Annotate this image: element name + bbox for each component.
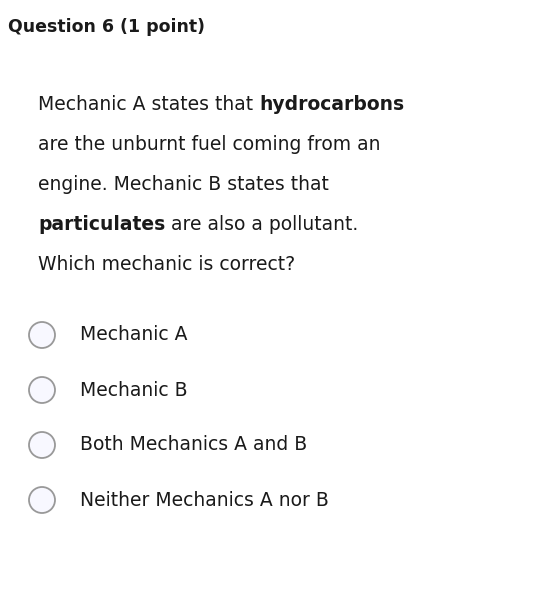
Text: Both Mechanics A and B: Both Mechanics A and B	[80, 436, 307, 455]
Text: Mechanic A: Mechanic A	[80, 325, 187, 344]
Text: Which mechanic is correct?: Which mechanic is correct?	[38, 255, 295, 274]
Circle shape	[29, 432, 55, 458]
Text: engine. Mechanic B states that: engine. Mechanic B states that	[38, 175, 329, 194]
Circle shape	[29, 377, 55, 403]
Text: Mechanic A states that: Mechanic A states that	[38, 95, 259, 114]
Text: particulates: particulates	[38, 215, 165, 234]
Text: are the unburnt fuel coming from an: are the unburnt fuel coming from an	[38, 135, 381, 154]
Text: Question 6 (1 point): Question 6 (1 point)	[8, 18, 205, 36]
Text: Neither Mechanics A nor B: Neither Mechanics A nor B	[80, 491, 329, 509]
Text: are also a pollutant.: are also a pollutant.	[165, 215, 359, 234]
Circle shape	[29, 487, 55, 513]
Circle shape	[29, 322, 55, 348]
Text: hydrocarbons: hydrocarbons	[259, 95, 404, 114]
Text: Mechanic B: Mechanic B	[80, 380, 188, 400]
